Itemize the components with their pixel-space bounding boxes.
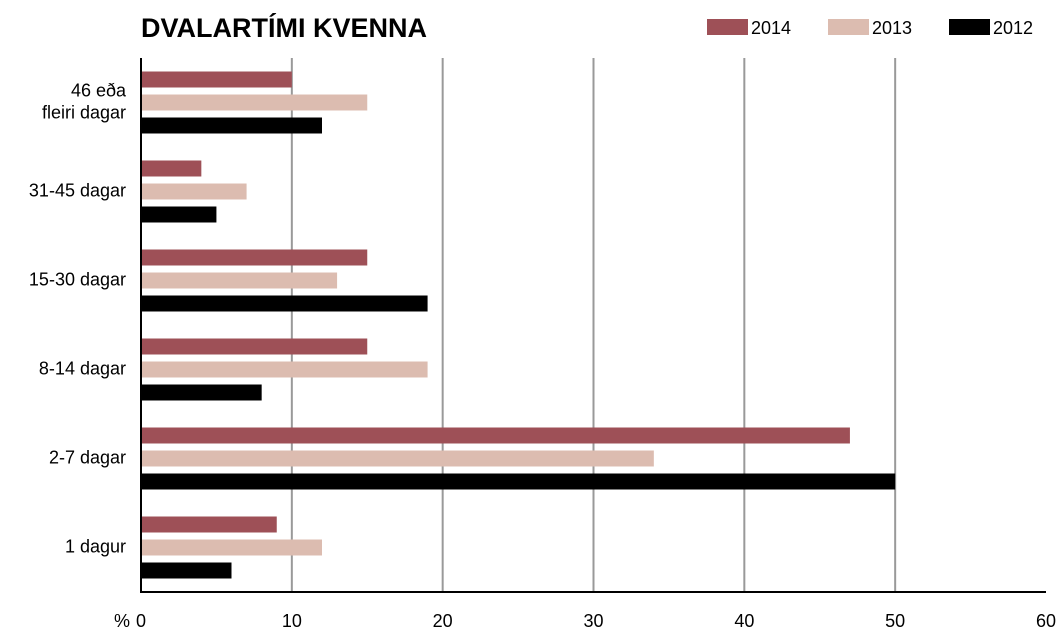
legend-label: 2012 (993, 18, 1033, 38)
bar (141, 206, 217, 223)
x-tick-label: 60 (1036, 611, 1056, 631)
bar (141, 539, 322, 556)
bar (141, 562, 232, 579)
bar (141, 160, 202, 177)
x-tick-label: 20 (433, 611, 453, 631)
chart-title: DVALARTÍMI KVENNA (141, 12, 427, 43)
bar (141, 473, 896, 490)
bar (141, 516, 277, 533)
bar (141, 361, 428, 378)
legend-label: 2013 (872, 18, 912, 38)
legend-swatch (828, 19, 869, 35)
bar (141, 450, 654, 467)
bar (141, 71, 292, 88)
x-tick-label: 50 (885, 611, 905, 631)
bar (141, 338, 368, 355)
y-tick-label: 8-14 dagar (39, 358, 126, 378)
legend-swatch (707, 19, 748, 35)
bar (141, 427, 850, 444)
bar (141, 272, 338, 289)
x-tick-label: 30 (583, 611, 603, 631)
x-unit: % (114, 611, 130, 631)
y-tick-label: 2-7 dagar (49, 447, 126, 467)
bar (141, 295, 428, 312)
y-tick-label: 15-30 dagar (29, 269, 126, 289)
y-tick-label: 1 dagur (65, 536, 126, 556)
x-tick-label: 0 (136, 611, 146, 631)
x-tick-label: 10 (282, 611, 302, 631)
x-tick-label: 40 (734, 611, 754, 631)
bar (141, 249, 368, 266)
y-tick-label: 31-45 dagar (29, 180, 126, 200)
bar (141, 183, 247, 200)
legend-swatch (949, 19, 990, 35)
legend-label: 2014 (751, 18, 791, 38)
bar (141, 117, 322, 134)
bar (141, 384, 262, 401)
y-tick-label: 46 eða fleiri dagar (42, 80, 127, 122)
bar (141, 94, 368, 111)
